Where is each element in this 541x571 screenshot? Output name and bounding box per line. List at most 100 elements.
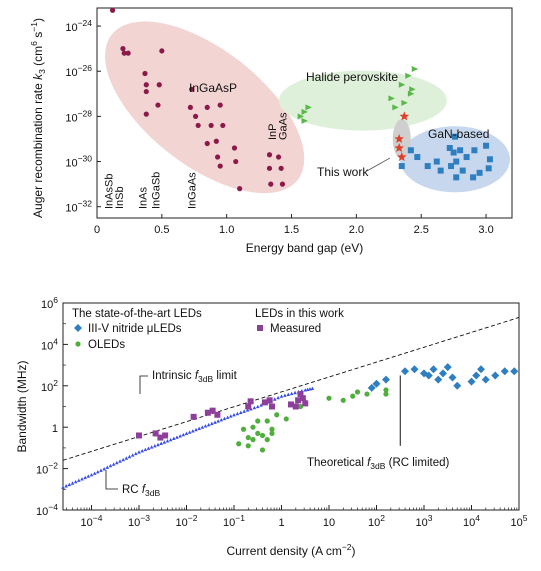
top-point-circle [213,138,219,144]
top-x-axis-label: Energy band gap (eV) [246,241,363,255]
label-ingaasp: InGaAsP [189,81,237,95]
rc-curve-point [146,446,151,450]
rc-curve-point [259,403,263,407]
top-point-circle [125,50,131,56]
bottom-point-square [214,411,221,418]
rc-curve-point [255,404,260,409]
rc-curve-point [276,395,280,400]
rc-curve-point [222,416,227,421]
top-point-circle [237,186,243,192]
bottom-point-diamond [443,363,452,372]
bottom-point-square [247,398,254,405]
top-point-circle [279,181,286,187]
top-y-tick-label: 10−30 [65,154,92,170]
rc-curve-point [105,465,110,469]
rc-curve-point [165,439,170,443]
top-point-circle [189,86,195,92]
top-point-circle [278,165,284,171]
bottom-point-circle [354,389,361,395]
rc-curve-point [111,462,116,466]
material-label-inassb: InAsSb [104,174,116,209]
top-point-circle [195,122,201,129]
top-point-square [463,154,470,161]
label-this-work: This work [317,165,369,179]
label-gan: GaN-based [428,127,489,141]
bottom-point-diamond [382,375,390,384]
legend-heading-left: The state-of-the-art LEDs [72,308,202,320]
bottom-point-circle [240,426,247,432]
rc-curve-point [181,432,186,437]
bottom-point-square [288,401,294,408]
rc-curve-point [184,431,189,436]
rc-curve-point [213,420,217,424]
rc-curve-point [191,429,195,433]
bottom-point-circle [250,437,256,443]
bottom-x-tick-label: 104 [463,513,480,529]
bottom-point-diamond [434,375,443,384]
rc-pointer [105,470,118,490]
bottom-point-square [157,434,164,441]
rc-curve-point [187,430,192,434]
bottom-point-diamond [481,375,490,384]
top-point-square [453,174,460,181]
top-point-circle [215,154,221,160]
top-point-circle [268,181,274,187]
rc-curve-point [159,441,163,445]
rc-curve-point [252,405,257,410]
label-perovskite: Halide perovskite [306,70,398,84]
rc-curve-point [210,421,214,426]
legend-marker-square [257,325,263,331]
bottom-point-square [266,397,273,404]
annotation-intrinsic: Intrinsic f3dB limit [152,370,238,384]
top-point-circle [142,70,148,77]
bottom-x-tick-label: 10−4 [81,513,103,529]
annotation-theoretical: Theoretical f3dB (RC limited) [307,457,449,471]
top-point-triangle [405,72,412,79]
top-point-circle [217,163,223,169]
bottom-point-circle [283,416,289,422]
intrinsic-pointer [139,375,148,394]
bottom-point-circle [269,426,275,432]
material-label-gaas: GaAs [277,112,289,140]
top-point-circle [143,88,149,95]
rc-curve-point [206,422,211,427]
bottom-point-circle [274,412,280,418]
rc-curve-point [153,444,157,448]
top-point-square [433,158,440,165]
bottom-y-tick-label: 106 [41,295,58,311]
top-point-square [470,174,477,181]
bottom-point-diamond [510,367,519,376]
top-point-circle [266,152,273,158]
rc-curve-point [89,473,94,477]
bottom-point-square [152,430,159,437]
bottom-point-square [204,409,211,416]
rc-curve-point [127,454,132,459]
bottom-y-axis-label: Bandwidth (MHz) [15,360,29,452]
bottom-point-square [245,403,252,410]
bottom-x-tick-label: 10−2 [176,513,198,529]
rc-curve-point [121,457,125,462]
bottom-x-tick-label: 10−1 [223,513,245,529]
top-point-square [486,156,493,163]
rc-curve-point [225,415,230,419]
top-point-triangle [392,104,399,111]
top-x-tick-label: 1.0 [219,224,234,236]
rc-curve-point [216,419,220,423]
top-y-axis-label: Auger recombination rate k3 (cm6 s−1) [29,18,47,218]
rc-curve-point [86,474,91,478]
rc-curve-point [73,479,78,484]
top-point-star [397,152,407,162]
rc-curve-point [130,453,135,457]
rc-curve-point [203,424,208,428]
bottom-point-diamond [453,381,462,390]
bottom-point-circle [259,432,266,439]
bottom-point-diamond [424,371,433,380]
bottom-point-square [297,391,304,398]
rc-curve-point [96,469,100,474]
rc-curve-point [194,427,198,432]
bottom-point-circle [340,397,346,403]
rc-curve-point [115,460,119,465]
top-point-triangle [301,108,308,115]
top-point-circle [217,102,223,108]
rc-curve-point [172,436,176,440]
